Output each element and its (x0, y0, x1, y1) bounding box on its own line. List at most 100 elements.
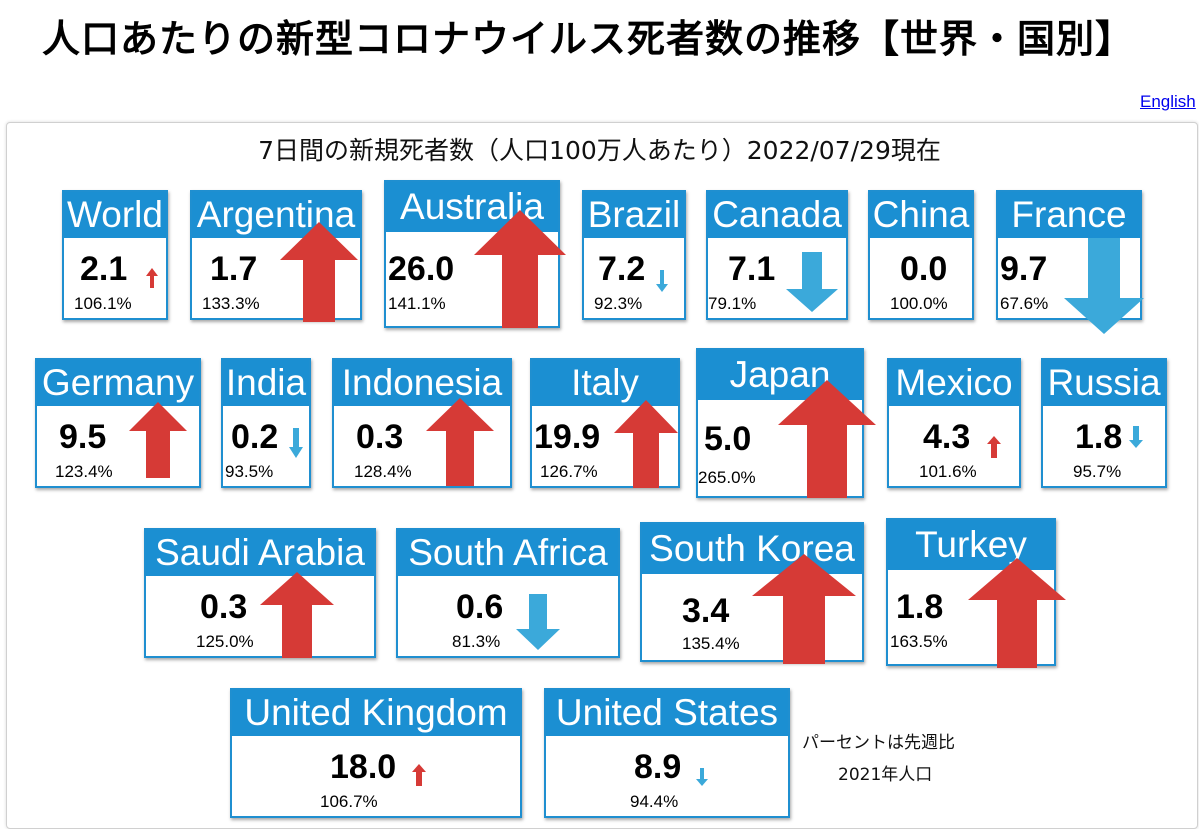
deaths-per-million-value: 0.0 (900, 250, 948, 288)
deaths-per-million-value: 1.7 (210, 250, 258, 288)
arrow-up-icon (146, 268, 158, 288)
arrow-down-icon (656, 270, 668, 292)
week-over-week-percent: 92.3% (594, 294, 643, 313)
week-over-week-percent: 123.4% (55, 462, 113, 481)
country-name: France (998, 192, 1140, 238)
country-card: Australia 26.0 141.1% (384, 180, 566, 328)
week-over-week-percent: 95.7% (1073, 462, 1122, 481)
country-name: Turkey (888, 520, 1054, 570)
week-over-week-percent: 100.0% (890, 294, 948, 313)
country-name: Italy (532, 360, 678, 406)
week-over-week-percent: 81.3% (452, 632, 501, 651)
deaths-per-million-value: 9.5 (59, 418, 107, 456)
week-over-week-percent: 163.5% (890, 632, 948, 651)
chart-subtitle: 7日間の新規死者数（人口100万人あたり）2022/07/29現在 (258, 136, 941, 165)
arrow-up-icon (778, 380, 876, 498)
deaths-per-million-value: 1.8 (1075, 418, 1123, 456)
country-card: Canada 7.1 79.1% (706, 190, 848, 320)
country-name: Canada (708, 192, 846, 238)
week-over-week-percent: 101.6% (919, 462, 977, 481)
week-over-week-percent: 126.7% (540, 462, 598, 481)
country-name: Argentina (192, 192, 360, 238)
country-card: Saudi Arabia 0.3 125.0% (144, 528, 376, 658)
deaths-per-million-value: 2.1 (80, 250, 128, 288)
english-link[interactable]: English (1140, 92, 1196, 111)
week-over-week-percent: 125.0% (196, 632, 254, 651)
week-over-week-percent: 106.1% (74, 294, 132, 313)
week-over-week-percent: 135.4% (682, 634, 740, 653)
country-card: South Korea 3.4 135.4% (640, 522, 864, 664)
deaths-per-million-value: 0.6 (456, 588, 504, 626)
deaths-per-million-value: 3.4 (682, 592, 730, 630)
deaths-per-million-value: 0.3 (200, 588, 248, 626)
country-card: Brazil 7.2 92.3% (582, 190, 686, 320)
country-name: Germany (37, 360, 199, 406)
arrow-up-icon (614, 400, 678, 488)
country-name: Indonesia (334, 360, 510, 406)
deaths-per-million-value: 19.9 (534, 418, 601, 456)
country-name: South Africa (398, 530, 618, 576)
country-name: United Kingdom (232, 690, 520, 736)
arrow-up-icon (474, 210, 566, 328)
deaths-per-million-value: 7.2 (598, 250, 646, 288)
week-over-week-percent: 93.5% (225, 462, 274, 481)
country-name: Russia (1043, 360, 1165, 406)
arrow-up-icon (260, 572, 334, 658)
arrow-up-icon (426, 398, 494, 486)
week-over-week-percent: 133.3% (202, 294, 260, 313)
week-over-week-percent: 106.7% (320, 792, 378, 811)
arrow-up-icon (412, 764, 426, 786)
arrow-down-icon (786, 252, 838, 312)
deaths-per-million-value: 1.8 (896, 588, 944, 626)
deaths-per-million-value: 4.3 (923, 418, 971, 456)
country-card: South Africa 0.6 81.3% (396, 528, 620, 658)
country-name: Saudi Arabia (146, 530, 374, 576)
country-card: United States 8.9 94.4% (544, 688, 790, 818)
note-percent-basis: パーセントは先週比 (802, 733, 955, 753)
country-card: Japan 5.0 265.0% (696, 348, 876, 498)
country-card: China 0.0 100.0% (868, 190, 974, 320)
country-card: Russia 1.8 95.7% (1041, 358, 1167, 488)
country-name: Brazil (584, 192, 684, 238)
country-name: Mexico (889, 360, 1019, 406)
arrow-down-icon (1129, 426, 1143, 448)
deaths-per-million-value: 0.3 (356, 418, 404, 456)
arrow-up-icon (129, 402, 187, 478)
arrow-down-icon (289, 428, 303, 458)
arrow-up-icon (280, 222, 358, 322)
country-name: India (223, 360, 309, 406)
country-name: World (64, 192, 166, 238)
week-over-week-percent: 79.1% (708, 294, 757, 313)
arrow-up-icon (987, 436, 1001, 458)
country-card: Italy 19.9 126.7% (530, 358, 680, 488)
week-over-week-percent: 265.0% (698, 468, 756, 487)
arrow-down-icon (516, 594, 560, 650)
country-card: Germany 9.5 123.4% (35, 358, 201, 488)
arrow-up-icon (752, 554, 856, 664)
deaths-per-million-value: 18.0 (330, 748, 397, 786)
week-over-week-percent: 141.1% (388, 294, 446, 313)
arrow-down-icon (1064, 238, 1144, 334)
deaths-per-million-value: 8.9 (634, 748, 682, 786)
deaths-per-million-value: 0.2 (231, 418, 279, 456)
week-over-week-percent: 128.4% (354, 462, 412, 481)
country-card: World 2.1 106.1% (62, 190, 168, 320)
country-card: India 0.2 93.5% (221, 358, 311, 488)
deaths-per-million-value: 26.0 (388, 250, 455, 288)
country-card: Turkey 1.8 163.5% (886, 518, 1066, 668)
country-card: Mexico 4.3 101.6% (887, 358, 1021, 488)
country-card: United Kingdom 18.0 106.7% (230, 688, 522, 818)
week-over-week-percent: 67.6% (1000, 294, 1049, 313)
country-card: Indonesia 0.3 128.4% (332, 358, 512, 488)
deaths-per-million-value: 5.0 (704, 420, 752, 458)
arrow-up-icon (968, 558, 1066, 668)
deaths-per-million-value: 7.1 (728, 250, 776, 288)
week-over-week-percent: 94.4% (630, 792, 679, 811)
country-name: China (870, 192, 972, 238)
page-title: 人口あたりの新型コロナウイルス死者数の推移【世界・国別】 (42, 17, 1135, 61)
deaths-per-million-value: 9.7 (1000, 250, 1048, 288)
country-name: South Korea (642, 524, 862, 574)
country-card: Argentina 1.7 133.3% (190, 190, 362, 322)
note-population-basis: 2021年人口 (838, 765, 933, 785)
arrow-down-icon (696, 768, 708, 786)
